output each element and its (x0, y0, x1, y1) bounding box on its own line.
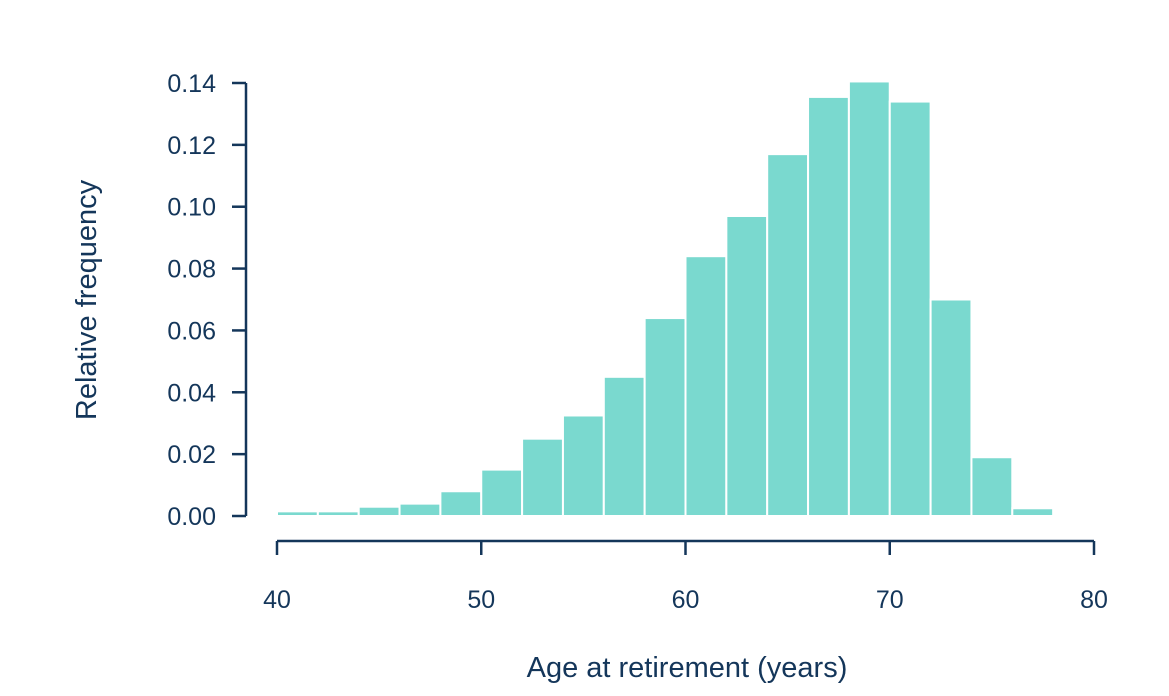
y-tick-label: 0.02 (167, 441, 216, 469)
histogram-bar (807, 95, 850, 518)
x-axis: 40 50 60 70 80 (263, 539, 1108, 614)
bars-group (276, 80, 1055, 518)
histogram-bar (684, 255, 728, 517)
histogram-bar (602, 375, 646, 518)
histogram-bar (439, 490, 483, 517)
histogram-bar (398, 502, 442, 517)
histogram-bar (929, 298, 973, 517)
y-tick-label: 0.06 (167, 317, 216, 345)
y-tick-label: 0.14 (167, 70, 216, 98)
histogram-bar (561, 414, 605, 518)
y-axis-title: Relative frequency (71, 179, 103, 420)
y-tick-label: 0.08 (167, 256, 216, 284)
histogram-bar (643, 317, 687, 517)
histogram-bar (521, 437, 564, 517)
y-axis: 0.00 0.02 0.04 0.06 0.08 0.10 0.12 0.14 (167, 70, 248, 531)
histogram-bar (766, 153, 810, 517)
histogram-bar (970, 456, 1014, 518)
y-tick-label: 0.10 (167, 194, 216, 222)
histogram-bar (480, 468, 524, 518)
histogram-bar (847, 80, 891, 517)
x-tick-label: 40 (263, 586, 291, 614)
histogram-bar (1011, 507, 1055, 517)
x-tick-label: 80 (1080, 586, 1108, 614)
x-tick-label: 50 (467, 586, 495, 614)
histogram-bar (888, 100, 932, 518)
histogram-bar (316, 510, 360, 518)
y-tick-label: 0.00 (167, 503, 216, 531)
x-tick-label: 60 (672, 586, 700, 614)
histogram-bar (725, 214, 769, 517)
histogram-bar (357, 505, 401, 518)
y-tick-label: 0.12 (167, 132, 216, 160)
y-tick-label: 0.04 (167, 379, 216, 407)
histogram-bar (276, 510, 319, 518)
x-axis-title: Age at retirement (years) (527, 652, 848, 684)
x-tick-label: 70 (876, 586, 904, 614)
